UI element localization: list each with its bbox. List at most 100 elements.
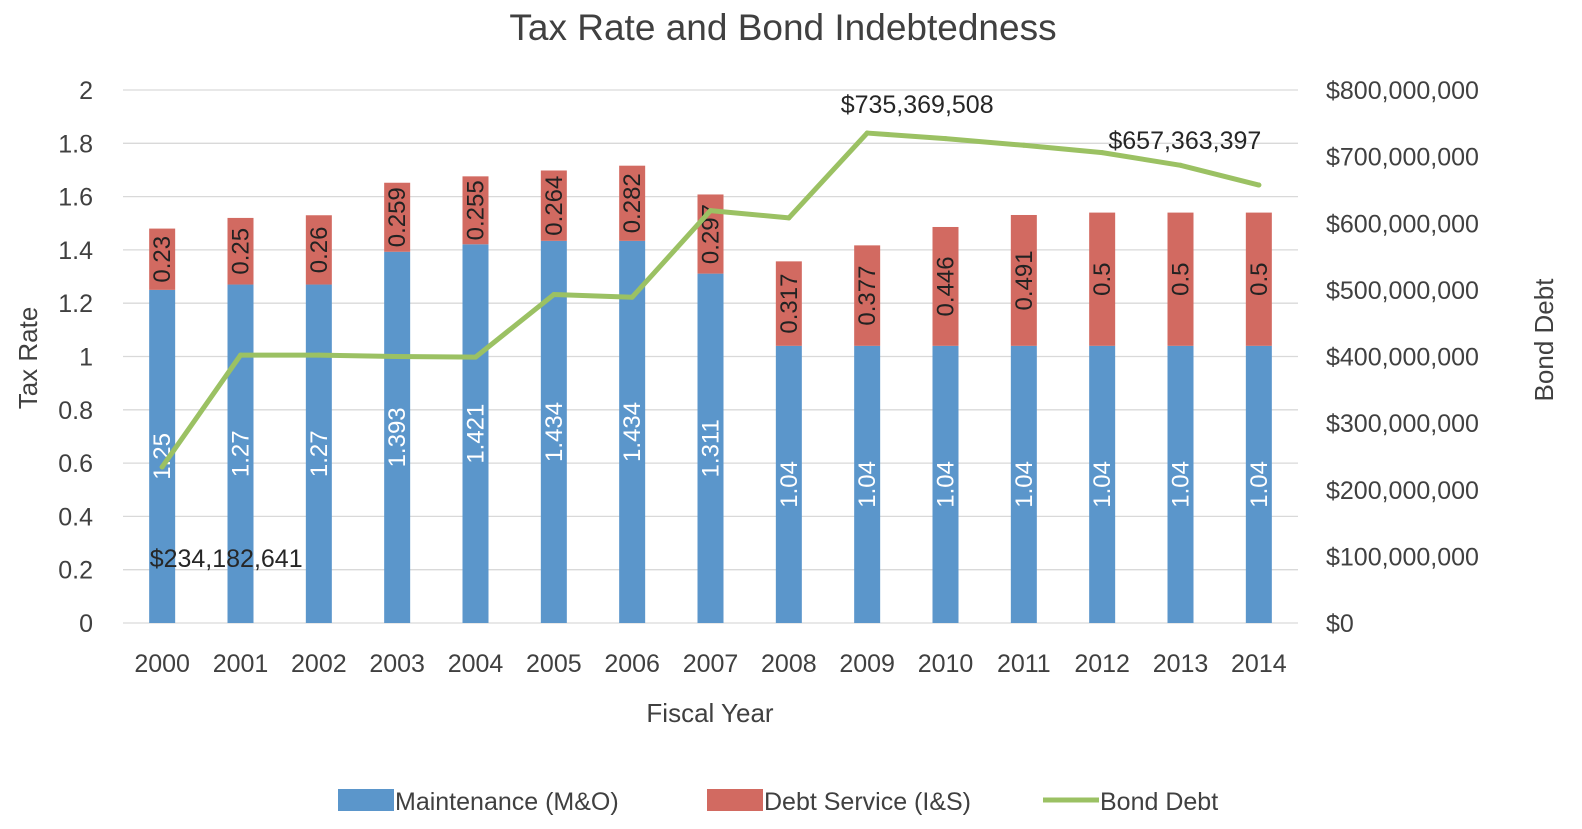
bar-debt <box>775 261 802 346</box>
x-tick-label: 2006 <box>604 650 660 678</box>
legend: Maintenance (M&O) Debt Service (I&S) Bond … <box>338 788 1218 816</box>
y2-tick-label: $800,000,000 <box>1326 77 1479 105</box>
bar-debt <box>1089 212 1116 346</box>
y-tick-label: 0.4 <box>58 503 93 531</box>
line-layer <box>159 130 1262 470</box>
bar-labels-layer: 1.250.231.270.251.270.261.3930.2591.4210… <box>149 173 1273 508</box>
bar-data-label: 0.255 <box>463 180 490 240</box>
bar-data-label: 1.27 <box>306 430 333 477</box>
bar-debt <box>305 215 332 285</box>
bond-debt-point <box>629 294 635 300</box>
bar-data-label: 1.04 <box>1168 461 1195 508</box>
y-tick-label: 1 <box>79 344 93 372</box>
bar-data-label: 1.421 <box>463 404 490 464</box>
bar-maintenance <box>384 251 411 623</box>
bar-data-label: 0.264 <box>541 176 568 236</box>
bar-debt <box>697 194 724 274</box>
bar-data-label: 1.434 <box>619 402 646 462</box>
bar-maintenance <box>305 284 332 623</box>
y2-tick-label: $400,000,000 <box>1326 344 1479 372</box>
bar-data-label: 1.311 <box>698 419 725 477</box>
bond-debt-point <box>316 352 322 358</box>
bond-debt-point <box>1256 182 1262 188</box>
y2-tick-label: $700,000,000 <box>1326 144 1479 172</box>
bar-data-label: 1.04 <box>933 461 960 508</box>
bar-debt <box>619 165 646 241</box>
bar-debt <box>1245 212 1272 346</box>
y-tick-label: 2 <box>79 77 93 105</box>
bond-debt-point <box>943 136 948 142</box>
bar-debt <box>149 228 176 290</box>
legend-label: Maintenance (M&O) <box>395 788 619 816</box>
y2-tick-label: $0 <box>1326 610 1354 638</box>
bond-debt-data-label: $234,182,641 <box>150 545 303 573</box>
chart-title: Tax Rate and Bond Indebtedness <box>509 7 1056 48</box>
x-axis-label: Fiscal Year <box>646 698 774 728</box>
bond-debt-point <box>1099 150 1105 156</box>
y2-axis-label: Bond Debt <box>1529 278 1559 402</box>
bar-data-label: 0.282 <box>619 173 646 233</box>
bar-maintenance <box>619 240 646 624</box>
bar-data-label: 0.491 <box>1011 250 1038 310</box>
bar-maintenance <box>1167 345 1194 623</box>
y2-tick-label: $500,000,000 <box>1326 277 1479 305</box>
bar-debt <box>1167 212 1194 346</box>
bar-data-label: 1.04 <box>1089 461 1116 508</box>
bar-maintenance <box>1245 345 1272 623</box>
bond-debt-data-label: $735,369,508 <box>841 91 994 119</box>
bar-data-label: 0.297 <box>698 204 725 264</box>
legend-label: Bond Debt <box>1100 788 1218 816</box>
y2-tick-label: $600,000,000 <box>1326 210 1479 238</box>
bar-maintenance <box>854 345 881 623</box>
bar-data-label: 0.5 <box>1089 263 1116 296</box>
x-tick-label: 2013 <box>1153 650 1209 678</box>
bar-debt <box>932 226 959 346</box>
y-tick-label: 0 <box>79 610 93 638</box>
bar-maintenance <box>775 345 802 623</box>
bar-data-label: 0.446 <box>933 256 960 316</box>
y2-axis-ticks: $0 $100,000,000 $200,000,000 $300,000,000 $4… <box>1326 77 1479 638</box>
x-axis-ticks: 2000 2001 2002 2003 2004 2005 2006 2007 2008 2009… <box>134 650 1286 678</box>
x-tick-label: 2009 <box>839 650 895 678</box>
y-tick-label: 1.4 <box>58 237 93 265</box>
bar-data-label: 1.04 <box>1246 461 1273 508</box>
bar-maintenance <box>1010 345 1037 623</box>
bar-data-label: 1.04 <box>1011 461 1038 508</box>
x-tick-label: 2007 <box>683 650 739 678</box>
y-tick-label: 0.8 <box>58 397 93 425</box>
line-labels-layer: $234,182,641 $735,369,508 $657,363,397 <box>150 91 1262 573</box>
bond-debt-point <box>786 215 792 221</box>
bar-data-label: 0.317 <box>776 274 803 334</box>
legend-label: Debt Service (I&S) <box>764 788 971 816</box>
bar-data-label: 1.04 <box>776 461 803 508</box>
bond-debt-point <box>394 354 400 359</box>
bar-maintenance <box>227 284 254 623</box>
x-tick-label: 2005 <box>526 650 582 678</box>
y-axis-ticks: 0 0.2 0.4 0.6 0.8 1 1.2 1.4 1.6 1.8 2 <box>58 77 93 638</box>
x-tick-label: 2003 <box>369 650 425 678</box>
bond-debt-point <box>159 464 165 470</box>
bond-debt-point <box>864 130 870 136</box>
bar-debt <box>384 182 411 252</box>
legend-swatch <box>707 789 763 811</box>
y-tick-label: 0.2 <box>58 557 93 585</box>
bar-data-label: 0.5 <box>1246 263 1273 296</box>
bar-debt <box>227 217 254 285</box>
bond-debt-point <box>473 354 478 360</box>
y-tick-label: 0.6 <box>58 450 93 478</box>
y-tick-label: 1.8 <box>58 130 93 158</box>
bar-data-label: 0.259 <box>384 187 411 247</box>
x-tick-label: 2008 <box>761 650 817 678</box>
bar-debt <box>462 176 489 245</box>
bar-data-label: 0.23 <box>149 236 176 283</box>
bar-maintenance <box>697 273 724 623</box>
x-tick-label: 2000 <box>134 650 190 678</box>
bar-debt <box>854 245 881 346</box>
bar-data-label: 0.25 <box>228 228 255 275</box>
legend-swatch <box>338 789 394 811</box>
bar-data-label: 1.434 <box>541 402 568 462</box>
bond-debt-data-label: $657,363,397 <box>1108 127 1261 155</box>
bar-data-label: 1.393 <box>384 407 411 467</box>
x-tick-label: 2004 <box>448 650 504 678</box>
